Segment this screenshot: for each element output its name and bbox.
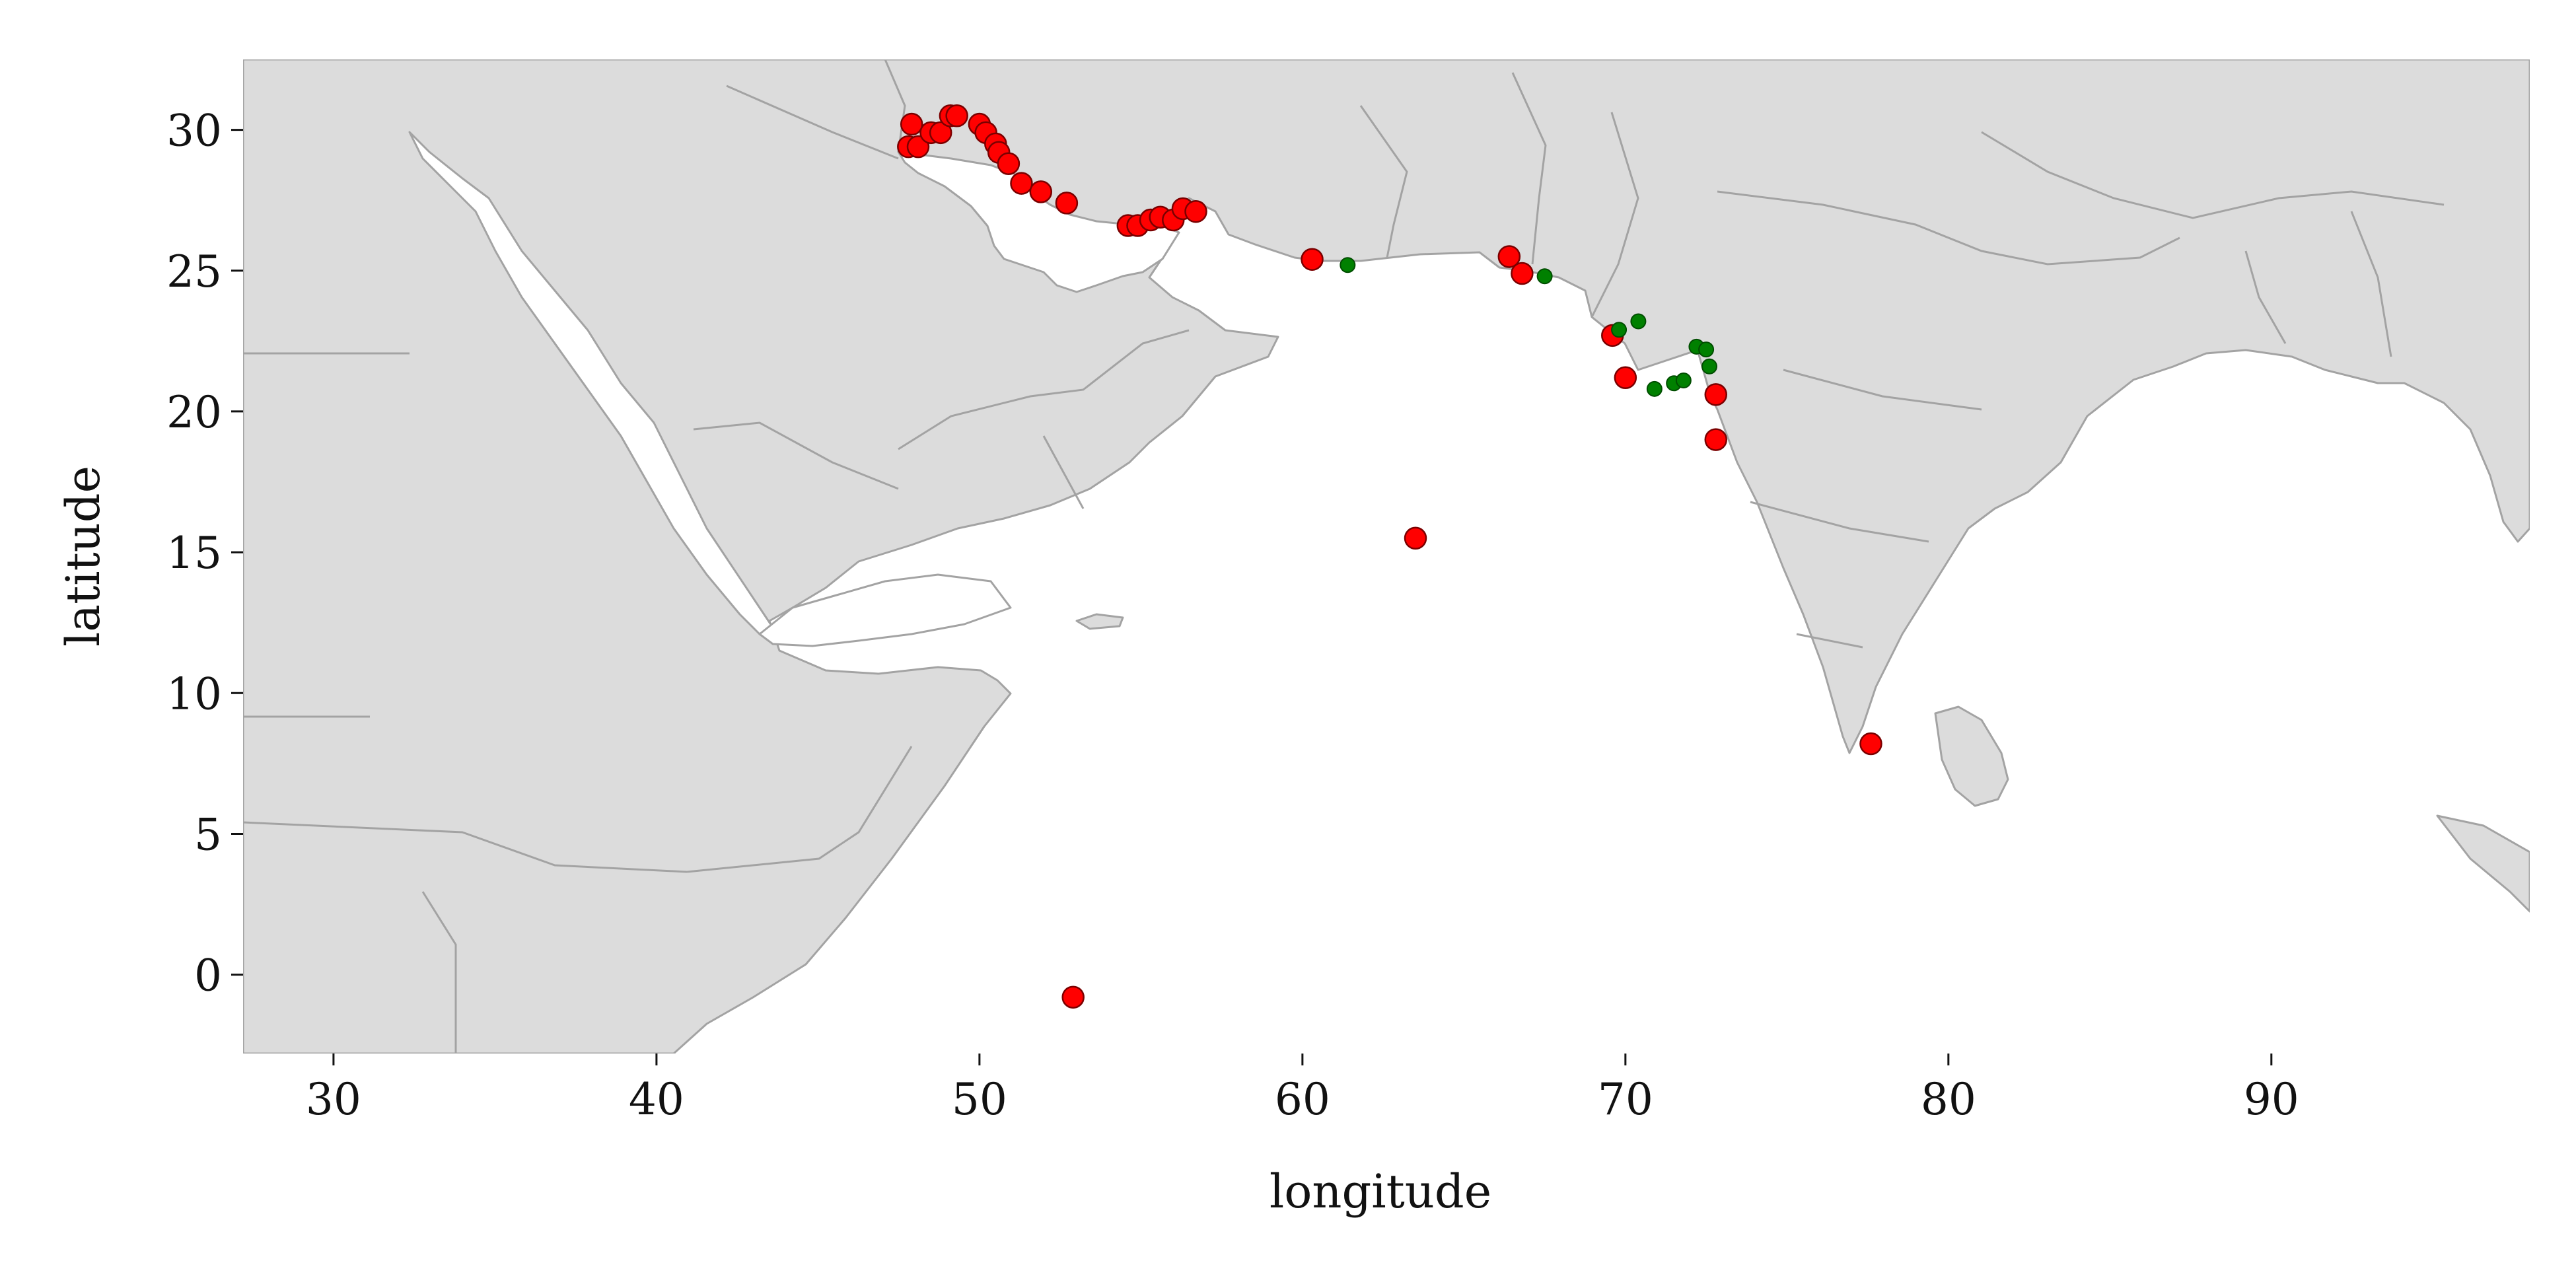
red-site-point	[1704, 383, 1728, 406]
red-site-point	[1511, 262, 1534, 285]
y-tick-label: 0	[194, 950, 222, 1001]
y-tick-label: 5	[194, 809, 222, 860]
border-line	[693, 421, 899, 490]
green-site-point	[1630, 313, 1647, 330]
x-tick-label: 90	[2244, 1074, 2299, 1125]
marker-layer	[897, 104, 1882, 1009]
red-site-point	[929, 121, 952, 145]
x-axis: 30 40 50 60 70 80 90	[306, 1054, 2299, 1125]
x-tick-label: 40	[629, 1074, 684, 1125]
border-line	[2350, 211, 2392, 357]
green-site-point	[1646, 380, 1663, 397]
red-site-point	[1184, 199, 1207, 223]
border-line	[421, 891, 457, 1054]
green-site-point	[1611, 322, 1628, 338]
x-axis-title: longitude	[1270, 1164, 1491, 1219]
border-line	[884, 59, 906, 153]
red-site-point	[1704, 428, 1728, 451]
plot-area	[243, 59, 2530, 1054]
land-mass-socotra	[1075, 613, 1124, 630]
red-site-point	[1029, 180, 1053, 203]
inland-seas	[408, 131, 1180, 647]
red-site-point	[900, 112, 923, 136]
y-tick-label: 15	[166, 528, 222, 579]
gulf-of-aden	[758, 573, 1012, 647]
border-line	[726, 85, 899, 160]
border-line	[1796, 633, 1863, 649]
border-line	[2244, 250, 2287, 344]
country-borders	[243, 59, 2445, 1054]
red-site-point	[1010, 172, 1033, 195]
red-site-point	[1614, 366, 1637, 390]
border-line	[898, 329, 1190, 450]
red-site-point	[1061, 985, 1085, 1009]
x-tick-label: 30	[306, 1074, 361, 1125]
y-tick-label: 25	[166, 246, 222, 297]
red-site-point	[1404, 526, 1427, 550]
y-tick-label: 10	[166, 668, 222, 719]
red-site-point	[1301, 248, 1324, 271]
border-line	[1981, 131, 2445, 219]
border-line	[1511, 72, 1547, 265]
x-tick-label: 80	[1921, 1074, 1976, 1125]
green-site-point	[1340, 257, 1356, 273]
x-tick-label: 70	[1598, 1074, 1653, 1125]
red-site-point	[1497, 245, 1521, 268]
y-axis: 0 5 10 15 20 25 30	[166, 106, 243, 1001]
x-tick-label: 60	[1275, 1074, 1330, 1125]
y-tick-label: 30	[166, 106, 222, 157]
green-site-point	[1701, 358, 1717, 375]
green-site-point	[1698, 341, 1715, 358]
y-tick-label: 20	[166, 387, 222, 438]
green-site-point	[1536, 268, 1553, 285]
border-line	[1359, 105, 1408, 258]
green-site-point	[1675, 373, 1692, 389]
red-site-point	[906, 135, 930, 159]
red-site-point	[997, 152, 1020, 175]
border-line	[1042, 435, 1085, 509]
border-line	[686, 746, 913, 873]
border-line	[1717, 190, 2180, 266]
border-line	[1591, 112, 1639, 318]
border-line	[1783, 369, 1982, 411]
land-mass-sumatra	[2436, 814, 2530, 913]
red-site-point	[1859, 732, 1882, 756]
red-site-point	[945, 104, 968, 127]
y-axis-title: latitude	[56, 466, 110, 647]
land-layer	[243, 59, 2530, 1054]
land-mass-sri-lanka	[1934, 705, 2009, 807]
border-line	[243, 821, 688, 873]
land-mass-africa-arabia-asia	[243, 59, 2530, 1054]
x-tick-label: 50	[952, 1074, 1007, 1125]
red-site-point	[1055, 192, 1079, 215]
border-line	[1750, 501, 1929, 543]
